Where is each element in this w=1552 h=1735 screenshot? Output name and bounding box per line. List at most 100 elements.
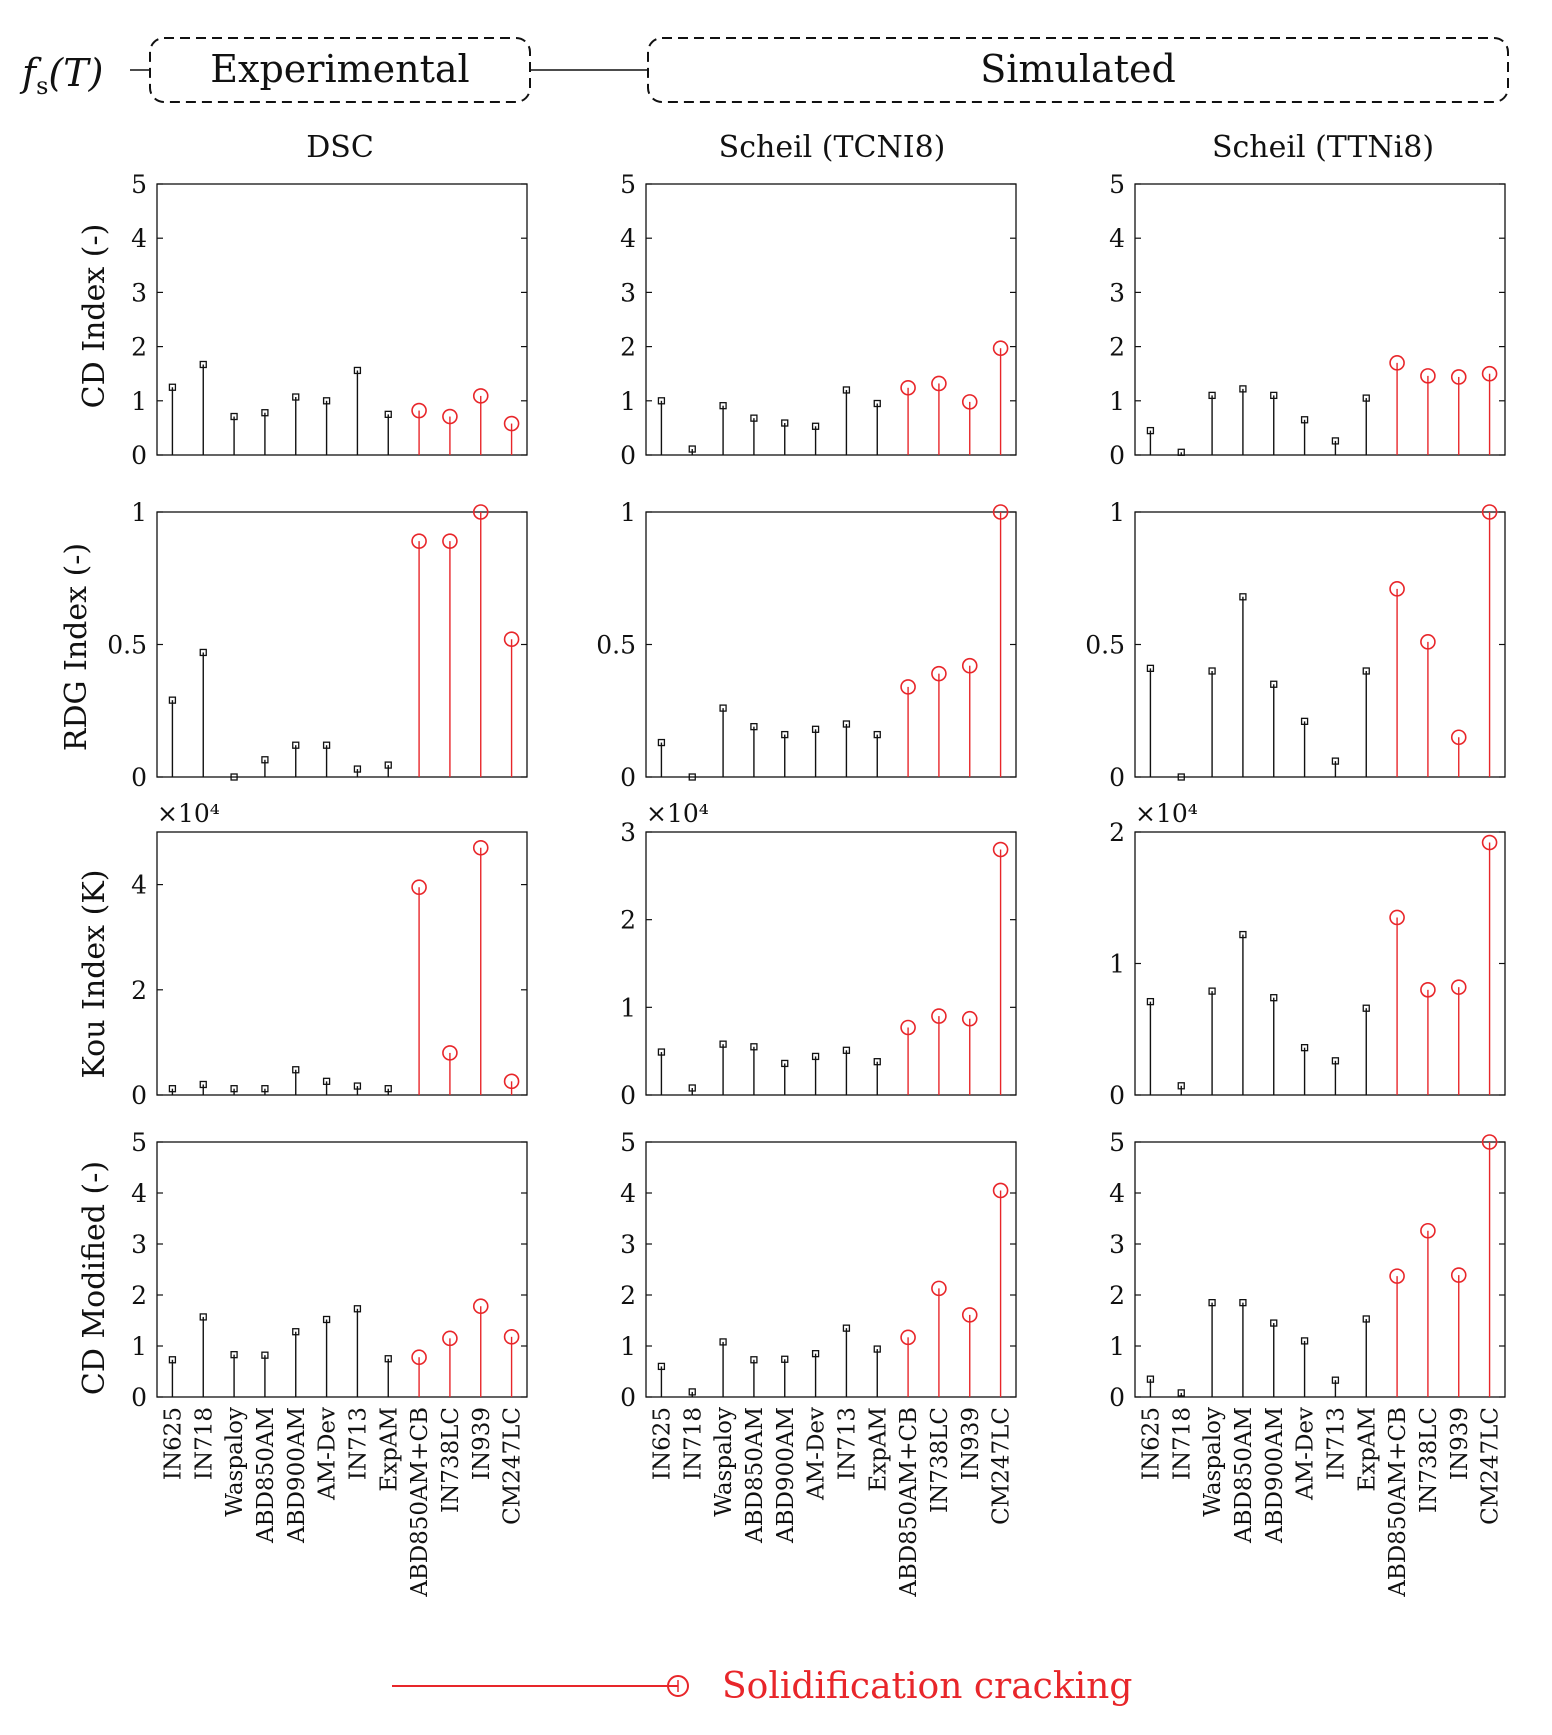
- marker-ABD850AM: [1239, 1299, 1247, 1307]
- y-tick-label: 0: [620, 1081, 636, 1110]
- marker-ExpAM: [873, 1058, 881, 1066]
- marker-IN625: [1146, 426, 1155, 435]
- marker-IN738LC: [1420, 634, 1436, 650]
- marker-ABD850AM: [261, 756, 269, 764]
- marker-IN738LC: [1420, 1222, 1436, 1239]
- marker-IN939: [472, 388, 489, 404]
- category-label: IN625: [1138, 1407, 1164, 1480]
- marker-ExpAM: [384, 1355, 392, 1363]
- category-label: IN718: [1169, 1407, 1195, 1480]
- marker-Waspaloy: [719, 704, 727, 712]
- y-tick-label: 3: [1109, 278, 1125, 307]
- marker-AM-Dev: [322, 397, 331, 405]
- marker-IN718: [199, 1080, 207, 1089]
- marker-IN713: [1331, 1376, 1340, 1384]
- category-label: ABD850AM: [253, 1407, 279, 1544]
- axes-box: [645, 511, 1017, 778]
- ylabel-cd-modified: CD Modified (-): [77, 1161, 112, 1395]
- axes-box: [1134, 831, 1506, 1096]
- marker-IN738LC: [931, 375, 947, 392]
- axes-box: [156, 831, 528, 1096]
- marker-CM247LC: [503, 415, 520, 432]
- marker-ABD850AM+CB: [1389, 1268, 1405, 1284]
- y-tick-label: 0.5: [596, 631, 636, 660]
- panel-rdg-index-col2: 00.51: [596, 498, 1017, 792]
- y-tick-label: 4: [620, 1179, 636, 1208]
- y-tick-label: 3: [1109, 1230, 1125, 1259]
- marker-ABD850AM+CB: [900, 379, 916, 396]
- marker-IN738LC: [442, 533, 458, 549]
- marker-ABD850AM+CB: [1389, 909, 1405, 926]
- row-labels: CD Index (-) RDG Index (-) Kou Index (K)…: [59, 224, 112, 1395]
- panel-rdg-index-col3: 00.51: [1085, 498, 1506, 792]
- marker-ABD850AM: [261, 1085, 269, 1093]
- y-tick-label: 0: [1109, 441, 1125, 470]
- y-tick-label: 1: [620, 498, 636, 527]
- y-tick-label: 1: [620, 993, 636, 1022]
- y-tick-label: 4: [1109, 224, 1125, 253]
- y-axis-multiplier: ×10⁴: [646, 799, 709, 828]
- y-tick-label: 5: [620, 1128, 636, 1157]
- column-title-tcni8: Scheil (TCNI8): [719, 130, 946, 165]
- category-label: CM247LC: [500, 1407, 526, 1525]
- marker-IN718: [688, 773, 696, 781]
- category-label: CM247LC: [1478, 1407, 1504, 1525]
- y-tick-label: 0: [1109, 763, 1125, 792]
- y-axis-multiplier: ×10⁴: [1135, 799, 1198, 828]
- category-label: IN718: [191, 1407, 217, 1480]
- y-tick-label: 3: [131, 278, 147, 307]
- category-label: ABD900AM: [284, 1407, 310, 1544]
- legend-marker-icon: [667, 1675, 689, 1697]
- y-tick-label: 5: [1109, 1128, 1125, 1157]
- marker-IN713: [1331, 757, 1340, 765]
- marker-ABD900AM: [1270, 994, 1278, 1002]
- marker-IN939: [961, 1307, 978, 1323]
- category-label: IN713: [1323, 1407, 1349, 1480]
- y-tick-label: 0: [620, 441, 636, 470]
- y-tick-label: 2: [1109, 1281, 1125, 1310]
- panel-rdg-index-col1: 00.51: [107, 498, 528, 792]
- marker-Waspaloy: [1208, 987, 1216, 995]
- axes-box: [1134, 1141, 1506, 1398]
- category-label: ABD850AM+CB: [1385, 1407, 1411, 1598]
- y-tick-label: 1: [620, 1332, 636, 1361]
- y-tick-label: 2: [620, 1281, 636, 1310]
- marker-ABD850AM+CB: [411, 402, 427, 419]
- marker-IN713: [353, 366, 362, 375]
- marker-IN939: [1450, 369, 1467, 385]
- category-label: IN939: [469, 1407, 495, 1480]
- y-tick-label: 0: [131, 763, 147, 792]
- marker-IN625: [168, 383, 177, 391]
- column-title-dsc: DSC: [306, 130, 374, 165]
- marker-Waspaloy: [719, 1338, 727, 1346]
- marker-IN718: [688, 1084, 696, 1092]
- marker-IN718: [688, 1388, 696, 1396]
- marker-ExpAM: [873, 730, 881, 739]
- y-tick-label: 3: [620, 1230, 636, 1259]
- category-label: Waspaloy: [1200, 1407, 1226, 1517]
- marker-ABD850AM: [1239, 593, 1247, 601]
- category-label: IN939: [958, 1407, 984, 1480]
- marker-IN625: [657, 1048, 666, 1056]
- category-label: ExpAM: [1354, 1407, 1380, 1492]
- panel-cd-modified-col2: 0 1 2 3 4 5 IN625 IN718 Waspaloy ABD850AM ABD900AM…: [620, 1128, 1017, 1598]
- marker-CM247LC: [992, 1182, 1009, 1199]
- marker-ABD850AM: [750, 1043, 758, 1051]
- marker-IN738LC: [442, 1330, 458, 1347]
- category-label: Waspaloy: [711, 1407, 737, 1517]
- y-tick-label: 0: [131, 441, 147, 470]
- marker-IN738LC: [931, 665, 947, 682]
- marker-ABD900AM: [781, 730, 789, 739]
- marker-IN718: [199, 1313, 207, 1321]
- marker-ABD850AM+CB: [411, 533, 427, 549]
- fs-t-label: fs(T): [19, 51, 103, 100]
- y-tick-label: 0: [1109, 1383, 1125, 1412]
- marker-AM-Dev: [811, 422, 820, 430]
- marker-ABD850AM+CB: [1389, 581, 1405, 597]
- marker-AM-Dev: [1300, 1337, 1309, 1345]
- marker-ABD850AM+CB: [900, 1329, 916, 1346]
- marker-AM-Dev: [322, 1077, 331, 1085]
- marker-IN713: [353, 1082, 362, 1090]
- axes-box: [645, 1141, 1017, 1398]
